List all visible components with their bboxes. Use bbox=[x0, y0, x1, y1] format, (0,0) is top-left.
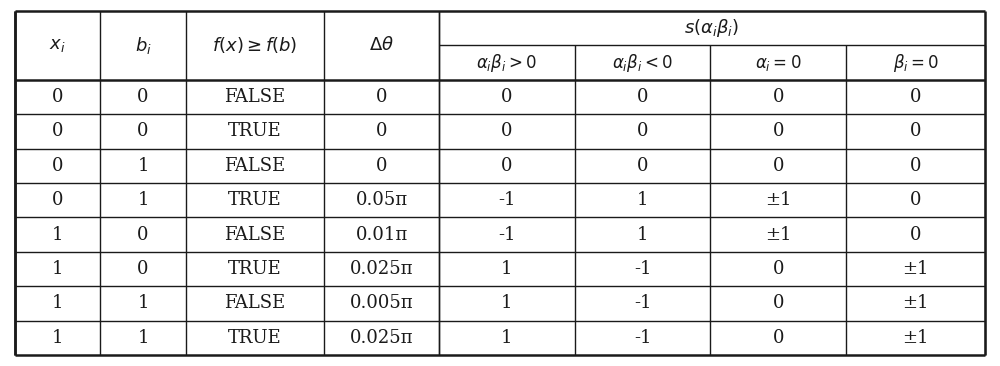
Text: 1: 1 bbox=[637, 191, 648, 209]
Text: 0: 0 bbox=[137, 260, 149, 278]
Text: 1: 1 bbox=[52, 225, 63, 244]
Text: 0: 0 bbox=[773, 294, 784, 313]
Text: $\Delta\theta$: $\Delta\theta$ bbox=[369, 36, 394, 55]
Text: ±1: ±1 bbox=[765, 225, 792, 244]
Text: 0: 0 bbox=[376, 88, 387, 106]
Text: TRUE: TRUE bbox=[228, 260, 282, 278]
Text: 1: 1 bbox=[501, 294, 513, 313]
Text: TRUE: TRUE bbox=[228, 122, 282, 141]
Text: $\alpha_i=0$: $\alpha_i=0$ bbox=[755, 53, 802, 72]
Text: 0.025π: 0.025π bbox=[350, 260, 413, 278]
Text: TRUE: TRUE bbox=[228, 191, 282, 209]
Text: -1: -1 bbox=[634, 329, 651, 347]
Text: 0: 0 bbox=[773, 88, 784, 106]
Text: 1: 1 bbox=[52, 329, 63, 347]
Text: FALSE: FALSE bbox=[224, 225, 286, 244]
Text: 0: 0 bbox=[376, 157, 387, 175]
Text: 1: 1 bbox=[137, 157, 149, 175]
Text: 0: 0 bbox=[52, 122, 63, 141]
Text: $x_i$: $x_i$ bbox=[49, 36, 66, 55]
Text: 1: 1 bbox=[137, 191, 149, 209]
Text: ±1: ±1 bbox=[765, 191, 792, 209]
Text: 1: 1 bbox=[52, 260, 63, 278]
Text: 0: 0 bbox=[137, 88, 149, 106]
Text: 1: 1 bbox=[501, 329, 513, 347]
Text: 0: 0 bbox=[501, 88, 513, 106]
Text: $b_i$: $b_i$ bbox=[135, 35, 151, 56]
Text: 0: 0 bbox=[52, 157, 63, 175]
Text: -1: -1 bbox=[498, 191, 516, 209]
Text: 1: 1 bbox=[52, 294, 63, 313]
Text: 0: 0 bbox=[773, 260, 784, 278]
Text: 0.05π: 0.05π bbox=[356, 191, 408, 209]
Text: 1: 1 bbox=[637, 225, 648, 244]
Text: 0: 0 bbox=[137, 225, 149, 244]
Text: 1: 1 bbox=[137, 329, 149, 347]
Text: 0: 0 bbox=[773, 122, 784, 141]
Text: 0: 0 bbox=[137, 122, 149, 141]
Text: ±1: ±1 bbox=[902, 329, 929, 347]
Text: 0: 0 bbox=[637, 157, 648, 175]
Text: FALSE: FALSE bbox=[224, 294, 286, 313]
Text: 0: 0 bbox=[501, 157, 513, 175]
Text: 0: 0 bbox=[637, 122, 648, 141]
Text: 0: 0 bbox=[910, 225, 921, 244]
Text: $\alpha_i\beta_i>0$: $\alpha_i\beta_i>0$ bbox=[476, 52, 537, 74]
Text: TRUE: TRUE bbox=[228, 329, 282, 347]
Text: 0: 0 bbox=[910, 191, 921, 209]
Text: 0: 0 bbox=[501, 122, 513, 141]
Text: 1: 1 bbox=[501, 260, 513, 278]
Text: 0: 0 bbox=[52, 88, 63, 106]
Text: FALSE: FALSE bbox=[224, 88, 286, 106]
Text: -1: -1 bbox=[634, 260, 651, 278]
Text: 0: 0 bbox=[773, 329, 784, 347]
Text: 0: 0 bbox=[637, 88, 648, 106]
Text: ±1: ±1 bbox=[902, 260, 929, 278]
Text: 1: 1 bbox=[137, 294, 149, 313]
Text: $\beta_i=0$: $\beta_i=0$ bbox=[893, 52, 939, 74]
Text: 0: 0 bbox=[910, 122, 921, 141]
Text: $f(x)\geq f(b)$: $f(x)\geq f(b)$ bbox=[212, 36, 298, 55]
Text: 0.005π: 0.005π bbox=[350, 294, 413, 313]
Text: 0: 0 bbox=[910, 88, 921, 106]
Text: ±1: ±1 bbox=[902, 294, 929, 313]
Text: 0: 0 bbox=[52, 191, 63, 209]
Text: $s(\alpha_i\beta_i)$: $s(\alpha_i\beta_i)$ bbox=[684, 17, 740, 39]
Text: 0: 0 bbox=[910, 157, 921, 175]
Text: -1: -1 bbox=[498, 225, 516, 244]
Text: 0: 0 bbox=[376, 122, 387, 141]
Text: 0.025π: 0.025π bbox=[350, 329, 413, 347]
Text: FALSE: FALSE bbox=[224, 157, 286, 175]
Text: $\alpha_i\beta_i<0$: $\alpha_i\beta_i<0$ bbox=[612, 52, 673, 74]
Text: -1: -1 bbox=[634, 294, 651, 313]
Text: 0.01π: 0.01π bbox=[356, 225, 408, 244]
Text: 0: 0 bbox=[773, 157, 784, 175]
